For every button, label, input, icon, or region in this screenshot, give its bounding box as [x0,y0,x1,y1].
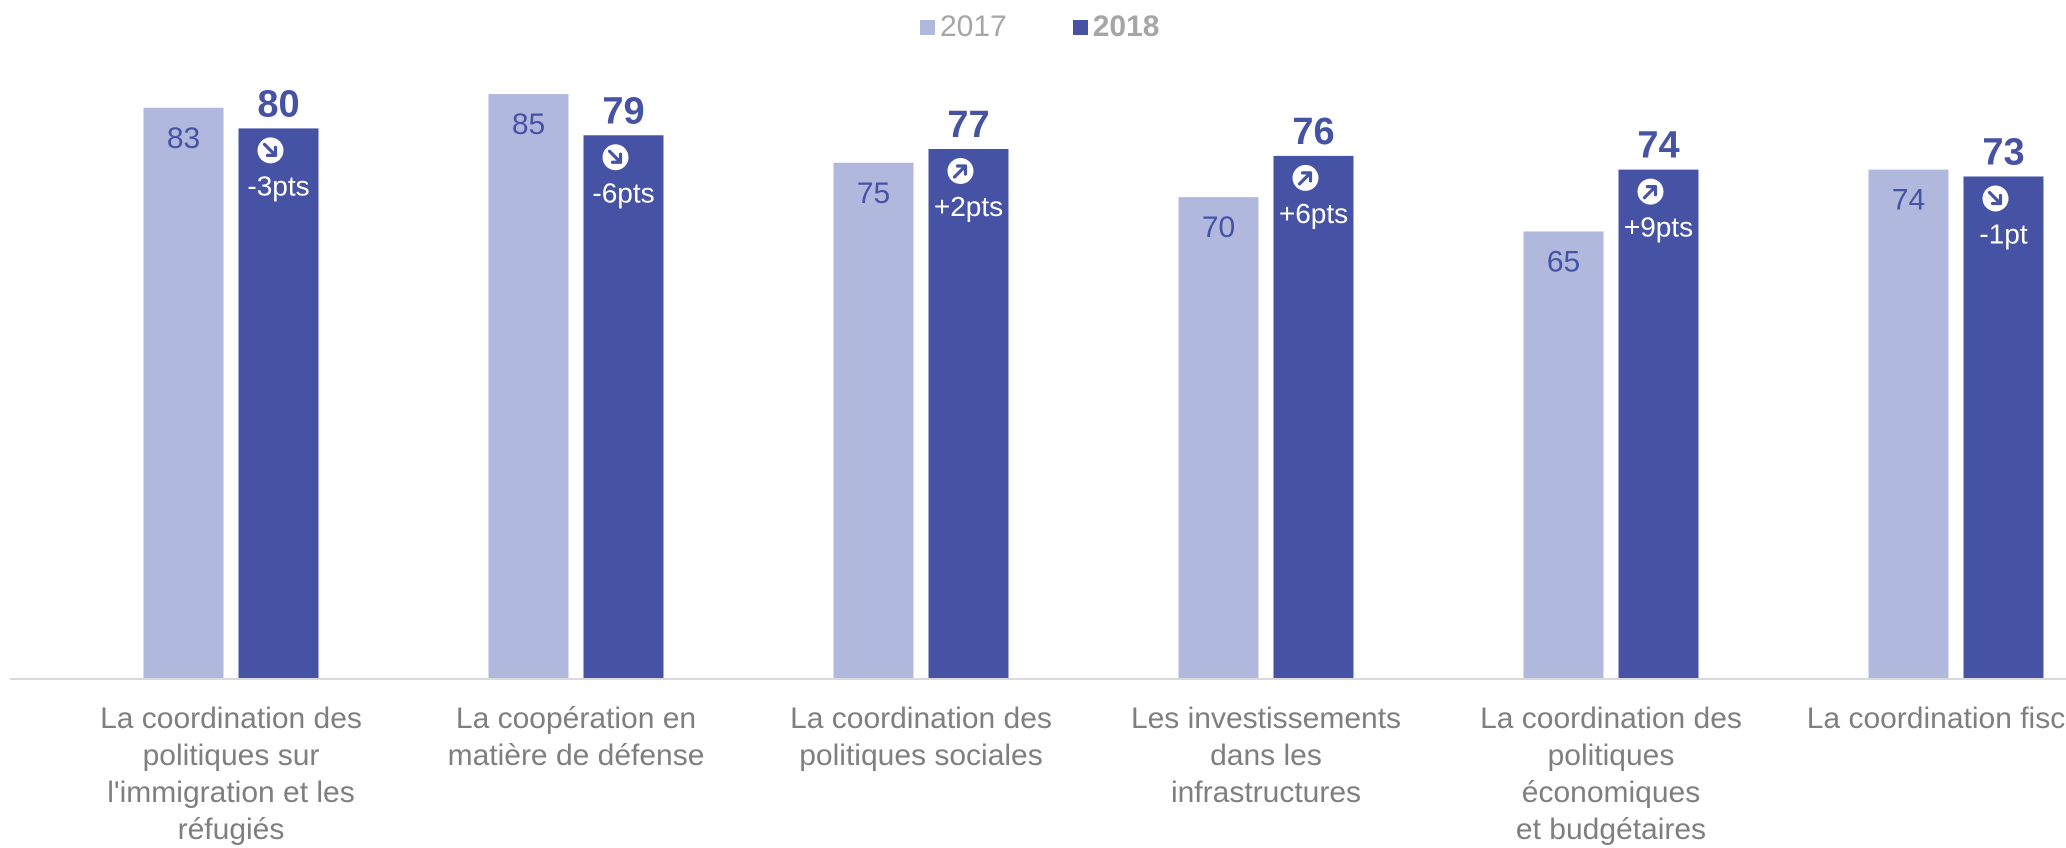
bar-2017-4 [1523,231,1604,678]
legend-swatch-2018 [1072,19,1088,35]
category-label-line: réfugiés [177,813,285,846]
value-label-2017-1: 85 [512,108,545,141]
change-label-5: -1pt [1979,218,2027,249]
value-label-2018-3: 76 [1292,111,1334,153]
category-label-5: La coordination fiscale [1806,700,2066,737]
bar-2018-5 [1963,176,2044,679]
arrow-down-right-glyph-1 [607,149,623,164]
arrow-up-right-glyph-4 [1642,185,1658,200]
category-label-line: La coordination des [100,702,362,735]
category-label-line: La coordination des [790,702,1052,735]
category-label-line: La coopération en [455,702,697,735]
legend: 2017 2018 [920,10,1226,44]
legend-label-2018: 2018 [1092,10,1160,43]
bar-2018-1 [583,135,664,678]
category-label-line: dans les infrastructures [1170,739,1362,809]
arrow-up-right-glyph-3 [1297,171,1313,186]
change-label-0: -3pts [247,170,309,201]
category-label-line: La coordination des [1480,702,1742,735]
value-label-2018-1: 79 [602,90,644,132]
value-label-2017-0: 83 [167,122,200,155]
category-label-line: l'immigration et les [107,776,355,809]
category-label-line: politiques économiques [1521,739,1701,809]
bar-2018-2 [928,149,1009,678]
arrow-down-right-glyph-0 [262,142,278,157]
category-label-line: Les investissements [1130,702,1402,735]
bar-2017-3 [1178,197,1259,678]
category-label-3: Les investissements dans les infrastructu… [1116,700,1416,811]
value-label-2017-2: 75 [857,177,890,210]
bar-2017-5 [1868,169,1949,678]
value-label-2017-4: 65 [1547,245,1580,278]
change-label-1: -6pts [592,177,654,208]
value-label-2018-4: 74 [1637,125,1679,167]
legend-swatch-2017 [920,19,935,35]
category-label-4: La coordination des politiques économique… [1461,700,1761,848]
arrow-up-right-glyph-2 [952,164,968,179]
bar-2018-4 [1618,169,1699,678]
bar-2017-2 [833,162,914,678]
category-label-line: et budgétaires [1515,813,1707,846]
bar-2017-1 [488,94,569,679]
category-label-line: La coordination fiscale [1806,702,2066,735]
bar-2018-3 [1273,155,1354,678]
value-label-2017-5: 74 [1892,184,1925,217]
bar-2017-0 [143,107,224,679]
change-label-2: +2pts [934,191,1003,222]
bar-2018-0 [238,128,319,678]
category-label-line: politiques sociales [799,739,1043,772]
value-label-2018-0: 80 [257,83,299,125]
category-label-line: politiques sur [142,739,320,772]
legend-item-2018: 2018 [1072,10,1160,44]
category-label-2: La coordination des politiques sociales [771,700,1071,774]
value-label-2018-2: 77 [947,104,989,146]
legend-item-2017: 2017 [920,10,1007,44]
legend-label-2017: 2017 [940,10,1007,43]
category-label-0: La coordination des politiques sur l'immig… [81,700,381,848]
category-label-line: matière de défense [447,739,705,772]
change-label-4: +9pts [1624,212,1693,243]
value-label-2017-3: 70 [1202,211,1235,244]
arrow-down-right-glyph-5 [1987,190,2003,206]
value-label-2018-5: 73 [1982,131,2024,173]
category-label-1: La coopération en matière de défense [426,700,726,774]
change-label-3: +6pts [1279,198,1348,229]
